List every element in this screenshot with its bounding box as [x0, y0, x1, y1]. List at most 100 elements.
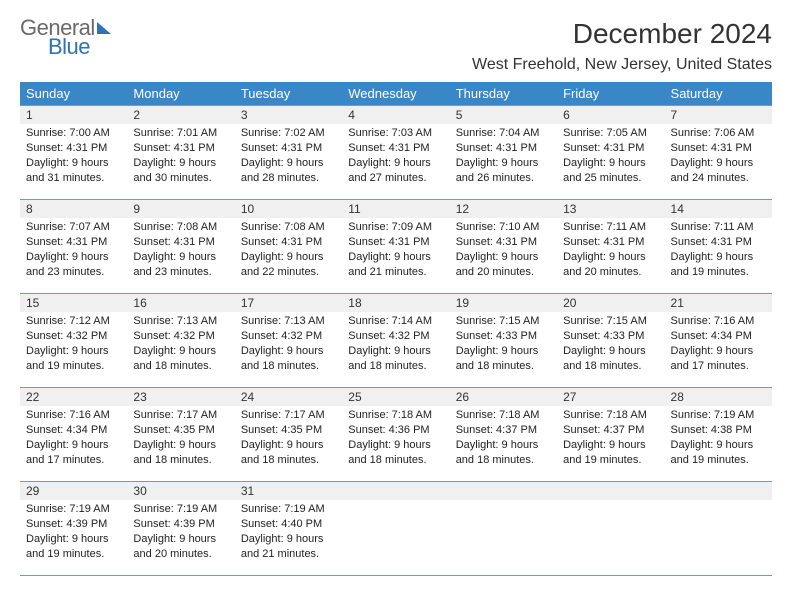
calendar-day-cell: 22Sunrise: 7:16 AMSunset: 4:34 PMDayligh… — [20, 388, 127, 482]
day-number: 21 — [665, 294, 772, 312]
day-number: 10 — [235, 200, 342, 218]
day-number: 22 — [20, 388, 127, 406]
calendar-day-cell: 27Sunrise: 7:18 AMSunset: 4:37 PMDayligh… — [557, 388, 664, 482]
day-details: Sunrise: 7:02 AMSunset: 4:31 PMDaylight:… — [235, 124, 342, 189]
day-number: 27 — [557, 388, 664, 406]
calendar-table: SundayMondayTuesdayWednesdayThursdayFrid… — [20, 82, 772, 576]
day-number: 30 — [127, 482, 234, 500]
day-number: 4 — [342, 106, 449, 124]
day-number: 17 — [235, 294, 342, 312]
calendar-day-cell: 12Sunrise: 7:10 AMSunset: 4:31 PMDayligh… — [450, 200, 557, 294]
day-details: Sunrise: 7:18 AMSunset: 4:36 PMDaylight:… — [342, 406, 449, 471]
calendar-day-cell: 3Sunrise: 7:02 AMSunset: 4:31 PMDaylight… — [235, 106, 342, 200]
day-details: Sunrise: 7:16 AMSunset: 4:34 PMDaylight:… — [665, 312, 772, 377]
day-details: Sunrise: 7:08 AMSunset: 4:31 PMDaylight:… — [127, 218, 234, 283]
day-number: 12 — [450, 200, 557, 218]
calendar-day-cell: 6Sunrise: 7:05 AMSunset: 4:31 PMDaylight… — [557, 106, 664, 200]
calendar-week-row: 29Sunrise: 7:19 AMSunset: 4:39 PMDayligh… — [20, 482, 772, 576]
logo-text-blue: Blue — [48, 37, 111, 58]
day-number: 6 — [557, 106, 664, 124]
day-number — [450, 482, 557, 500]
day-details: Sunrise: 7:13 AMSunset: 4:32 PMDaylight:… — [235, 312, 342, 377]
day-number — [342, 482, 449, 500]
calendar-day-cell: 11Sunrise: 7:09 AMSunset: 4:31 PMDayligh… — [342, 200, 449, 294]
day-number: 16 — [127, 294, 234, 312]
day-details: Sunrise: 7:07 AMSunset: 4:31 PMDaylight:… — [20, 218, 127, 283]
calendar-day-cell: 15Sunrise: 7:12 AMSunset: 4:32 PMDayligh… — [20, 294, 127, 388]
calendar-day-cell: 7Sunrise: 7:06 AMSunset: 4:31 PMDaylight… — [665, 106, 772, 200]
page-title: December 2024 — [472, 18, 772, 50]
calendar-day-cell: 25Sunrise: 7:18 AMSunset: 4:36 PMDayligh… — [342, 388, 449, 482]
weekday-header-row: SundayMondayTuesdayWednesdayThursdayFrid… — [20, 82, 772, 106]
calendar-day-cell: 16Sunrise: 7:13 AMSunset: 4:32 PMDayligh… — [127, 294, 234, 388]
calendar-day-cell: 2Sunrise: 7:01 AMSunset: 4:31 PMDaylight… — [127, 106, 234, 200]
day-number: 29 — [20, 482, 127, 500]
day-number: 18 — [342, 294, 449, 312]
calendar-day-cell: 30Sunrise: 7:19 AMSunset: 4:39 PMDayligh… — [127, 482, 234, 576]
calendar-day-cell: 4Sunrise: 7:03 AMSunset: 4:31 PMDaylight… — [342, 106, 449, 200]
calendar-day-cell: 23Sunrise: 7:17 AMSunset: 4:35 PMDayligh… — [127, 388, 234, 482]
day-details: Sunrise: 7:01 AMSunset: 4:31 PMDaylight:… — [127, 124, 234, 189]
day-number: 8 — [20, 200, 127, 218]
day-details — [557, 500, 664, 506]
calendar-week-row: 8Sunrise: 7:07 AMSunset: 4:31 PMDaylight… — [20, 200, 772, 294]
day-number: 15 — [20, 294, 127, 312]
day-number: 20 — [557, 294, 664, 312]
weekday-header: Saturday — [665, 82, 772, 106]
day-details — [450, 500, 557, 506]
day-details: Sunrise: 7:14 AMSunset: 4:32 PMDaylight:… — [342, 312, 449, 377]
weekday-header: Thursday — [450, 82, 557, 106]
day-details: Sunrise: 7:05 AMSunset: 4:31 PMDaylight:… — [557, 124, 664, 189]
calendar-week-row: 22Sunrise: 7:16 AMSunset: 4:34 PMDayligh… — [20, 388, 772, 482]
day-number: 25 — [342, 388, 449, 406]
day-details — [665, 500, 772, 506]
day-details: Sunrise: 7:19 AMSunset: 4:40 PMDaylight:… — [235, 500, 342, 565]
day-number: 2 — [127, 106, 234, 124]
weekday-header: Tuesday — [235, 82, 342, 106]
day-number — [557, 482, 664, 500]
calendar-day-cell — [557, 482, 664, 576]
calendar-day-cell: 29Sunrise: 7:19 AMSunset: 4:39 PMDayligh… — [20, 482, 127, 576]
day-number: 11 — [342, 200, 449, 218]
day-number: 23 — [127, 388, 234, 406]
weekday-header: Monday — [127, 82, 234, 106]
day-details: Sunrise: 7:04 AMSunset: 4:31 PMDaylight:… — [450, 124, 557, 189]
day-number: 1 — [20, 106, 127, 124]
day-details: Sunrise: 7:12 AMSunset: 4:32 PMDaylight:… — [20, 312, 127, 377]
day-details: Sunrise: 7:17 AMSunset: 4:35 PMDaylight:… — [127, 406, 234, 471]
day-details — [342, 500, 449, 506]
day-number: 9 — [127, 200, 234, 218]
calendar-day-cell: 17Sunrise: 7:13 AMSunset: 4:32 PMDayligh… — [235, 294, 342, 388]
calendar-day-cell: 9Sunrise: 7:08 AMSunset: 4:31 PMDaylight… — [127, 200, 234, 294]
day-details: Sunrise: 7:09 AMSunset: 4:31 PMDaylight:… — [342, 218, 449, 283]
calendar-day-cell: 5Sunrise: 7:04 AMSunset: 4:31 PMDaylight… — [450, 106, 557, 200]
day-details: Sunrise: 7:17 AMSunset: 4:35 PMDaylight:… — [235, 406, 342, 471]
day-number: 28 — [665, 388, 772, 406]
day-details: Sunrise: 7:10 AMSunset: 4:31 PMDaylight:… — [450, 218, 557, 283]
day-number: 3 — [235, 106, 342, 124]
calendar-day-cell: 24Sunrise: 7:17 AMSunset: 4:35 PMDayligh… — [235, 388, 342, 482]
day-details: Sunrise: 7:18 AMSunset: 4:37 PMDaylight:… — [450, 406, 557, 471]
calendar-day-cell: 19Sunrise: 7:15 AMSunset: 4:33 PMDayligh… — [450, 294, 557, 388]
calendar-day-cell: 28Sunrise: 7:19 AMSunset: 4:38 PMDayligh… — [665, 388, 772, 482]
calendar-day-cell: 20Sunrise: 7:15 AMSunset: 4:33 PMDayligh… — [557, 294, 664, 388]
logo-triangle-icon — [97, 22, 111, 34]
weekday-header: Friday — [557, 82, 664, 106]
day-details: Sunrise: 7:18 AMSunset: 4:37 PMDaylight:… — [557, 406, 664, 471]
day-details: Sunrise: 7:00 AMSunset: 4:31 PMDaylight:… — [20, 124, 127, 189]
calendar-day-cell: 1Sunrise: 7:00 AMSunset: 4:31 PMDaylight… — [20, 106, 127, 200]
calendar-day-cell: 21Sunrise: 7:16 AMSunset: 4:34 PMDayligh… — [665, 294, 772, 388]
calendar-day-cell: 8Sunrise: 7:07 AMSunset: 4:31 PMDaylight… — [20, 200, 127, 294]
day-details: Sunrise: 7:03 AMSunset: 4:31 PMDaylight:… — [342, 124, 449, 189]
day-number: 19 — [450, 294, 557, 312]
day-number: 31 — [235, 482, 342, 500]
weekday-header: Sunday — [20, 82, 127, 106]
calendar-day-cell — [450, 482, 557, 576]
day-number: 26 — [450, 388, 557, 406]
day-number: 14 — [665, 200, 772, 218]
weekday-header: Wednesday — [342, 82, 449, 106]
day-number — [665, 482, 772, 500]
calendar-week-row: 1Sunrise: 7:00 AMSunset: 4:31 PMDaylight… — [20, 106, 772, 200]
location-subtitle: West Freehold, New Jersey, United States — [472, 56, 772, 74]
day-details: Sunrise: 7:19 AMSunset: 4:39 PMDaylight:… — [127, 500, 234, 565]
